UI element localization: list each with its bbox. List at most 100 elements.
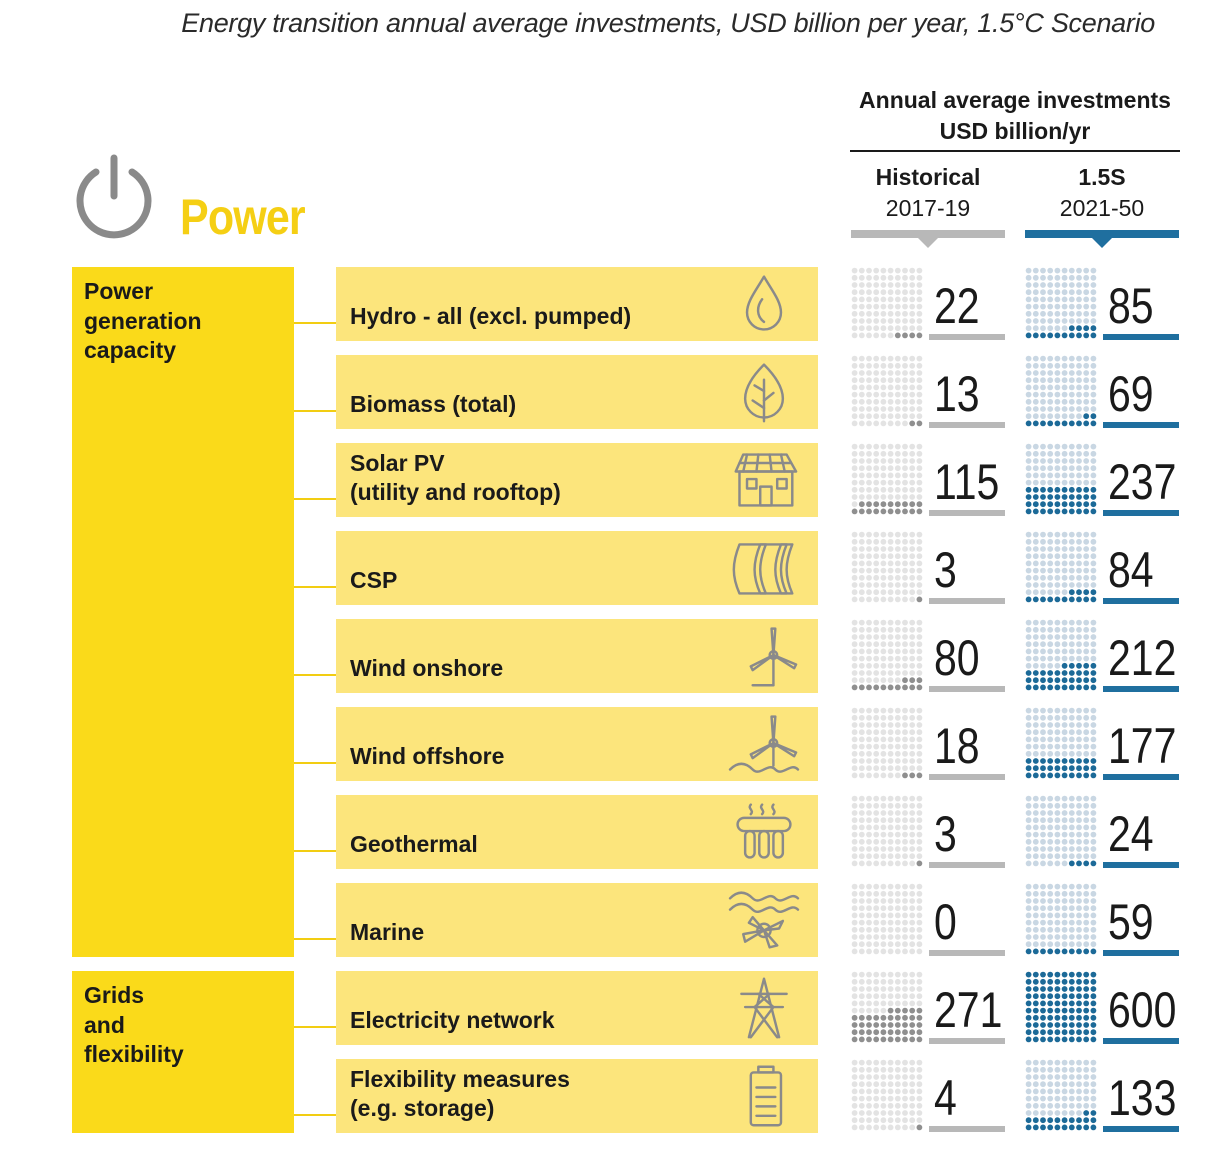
dot-empty (894, 736, 901, 743)
dot-empty (1083, 817, 1090, 824)
dot-filled (1061, 978, 1068, 985)
dot-empty (1068, 890, 1075, 897)
dot-empty (1068, 898, 1075, 904)
dot-empty (1068, 736, 1075, 743)
dot-empty (1054, 736, 1061, 743)
dot-empty (1054, 310, 1061, 317)
dot-empty (1076, 1059, 1082, 1066)
dot-empty (1061, 450, 1068, 457)
value-scenario: 177 (1108, 718, 1177, 774)
dot-empty (902, 1059, 908, 1066)
dot-empty (916, 1088, 923, 1095)
dot-empty (1076, 370, 1082, 376)
dot-empty (887, 919, 894, 926)
dot-empty (1047, 941, 1054, 948)
dot-empty (1076, 398, 1082, 405)
dot-empty (1076, 567, 1082, 574)
dot-empty (858, 1074, 865, 1080)
group-power-generation: Power generation capacity (72, 267, 294, 957)
dot-filled (1076, 589, 1082, 596)
dot-empty (894, 362, 901, 369)
dot-empty (1025, 810, 1032, 816)
dot-empty (887, 750, 894, 757)
dot-empty (887, 282, 894, 288)
dot-filled (1061, 662, 1068, 669)
dot-empty (1047, 296, 1054, 303)
dot-empty (1076, 296, 1082, 303)
dot-empty (858, 458, 865, 464)
dot-empty (1083, 289, 1090, 296)
dot-empty (1040, 655, 1046, 662)
dot-empty (880, 993, 887, 1000)
dot-empty (1054, 750, 1061, 757)
dot-empty (880, 802, 887, 809)
dot-empty (1040, 750, 1046, 757)
value-underline (929, 862, 1005, 868)
dot-empty (1061, 890, 1068, 897)
dot-empty (880, 795, 887, 802)
dot-empty (873, 546, 880, 552)
dot-filled (1083, 765, 1090, 772)
dot-empty (1090, 282, 1097, 288)
dot-empty (1076, 1081, 1082, 1088)
dot-filled (916, 1029, 923, 1036)
dot-empty (1040, 846, 1046, 852)
dot-empty (909, 296, 916, 303)
dot-empty (866, 831, 872, 838)
dot-empty (916, 472, 923, 479)
dot-empty (902, 567, 908, 574)
dot-empty (894, 905, 901, 912)
dot-empty (858, 941, 865, 948)
dot-empty (1025, 890, 1032, 897)
dot-filled (1032, 765, 1039, 772)
dot-grid (851, 1059, 923, 1131)
dot-empty (1054, 531, 1061, 538)
dot-empty (894, 810, 901, 816)
dot-empty (909, 934, 916, 940)
dot-empty (902, 971, 908, 978)
dot-empty (858, 1081, 865, 1088)
dot-empty (902, 750, 908, 757)
dot-empty (1054, 1074, 1061, 1080)
dot-empty (866, 458, 872, 464)
dot-empty (894, 296, 901, 303)
dot-empty (866, 443, 872, 450)
dot-filled (858, 508, 865, 515)
value-underline (929, 422, 1005, 428)
dot-empty (880, 641, 887, 648)
dot-filled (880, 1029, 887, 1036)
dot-empty (1068, 795, 1075, 802)
dot-empty (1076, 538, 1082, 545)
dot-empty (1083, 355, 1090, 362)
dot-empty (858, 817, 865, 824)
dot-empty (851, 619, 858, 626)
dot-filled (1054, 948, 1061, 955)
dot-empty (1025, 443, 1032, 450)
dot-empty (858, 707, 865, 714)
dot-empty (851, 838, 858, 845)
dot-empty (866, 905, 872, 912)
dot-empty (887, 560, 894, 567)
dot-empty (909, 758, 916, 764)
dot-empty (1090, 919, 1097, 926)
dot-empty (851, 450, 858, 457)
dot-empty (909, 531, 916, 538)
dot-empty (866, 883, 872, 890)
dot-empty (1076, 648, 1082, 655)
dot-empty (1054, 546, 1061, 552)
dot-empty (1025, 553, 1032, 560)
dot-empty (902, 978, 908, 985)
dot-empty (1025, 1074, 1032, 1080)
dot-filled (1090, 325, 1097, 332)
dot-empty (902, 465, 908, 472)
dot-empty (1068, 1095, 1075, 1102)
dot-empty (1076, 831, 1082, 838)
dot-empty (1040, 398, 1046, 405)
value-underline (1103, 510, 1179, 516)
dot-empty (1040, 465, 1046, 472)
dot-empty (858, 1110, 865, 1116)
dot-empty (1047, 626, 1054, 633)
dot-empty (909, 465, 916, 472)
dot-empty (858, 289, 865, 296)
dot-empty (1047, 310, 1054, 317)
